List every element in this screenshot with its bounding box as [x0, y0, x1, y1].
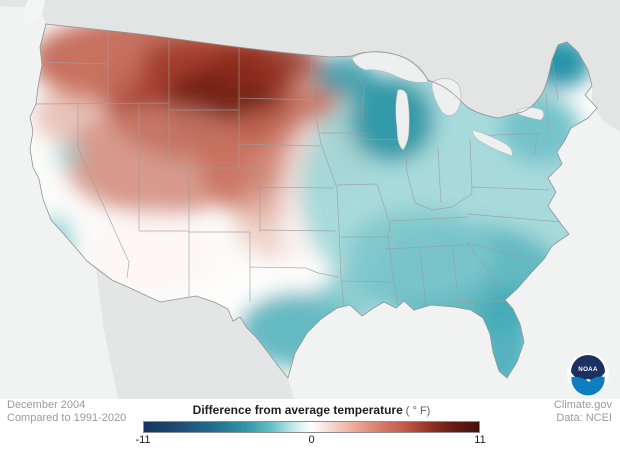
vancouver-island	[23, 0, 45, 24]
legend-title: Difference from average temperature( ° F…	[143, 403, 480, 417]
noaa-logo-text: NOAA	[578, 366, 598, 373]
attribution-source: Data: NCEI	[556, 412, 612, 424]
caption-period: December 2004	[7, 399, 86, 411]
noaa-logo: NOAA	[567, 353, 609, 396]
lake-erie	[471, 129, 513, 157]
anomaly-field	[30, 24, 597, 378]
lake-michigan	[395, 89, 410, 151]
state-borders	[35, 30, 562, 308]
tick-zero: 0	[308, 434, 315, 446]
attribution: Climate.gov Data: NCEI	[554, 399, 612, 425]
tick-max: 11	[474, 434, 486, 446]
noaa-globe-shape	[571, 376, 605, 396]
mexico-landmass	[96, 268, 294, 399]
legend-units: ( ° F)	[405, 405, 431, 417]
colorbar	[143, 421, 480, 433]
colorbar-ticks: -11 0 11	[135, 433, 485, 447]
us-outline	[29, 23, 598, 379]
tick-min: -11	[135, 434, 151, 446]
noaa-crest-shape	[571, 355, 605, 381]
great-lakes	[351, 51, 545, 157]
attribution-site: Climate.gov	[553, 399, 612, 411]
lake-huron	[431, 78, 462, 116]
colorbar-legend: Difference from average temperature( ° F…	[135, 403, 485, 447]
legend-title-text: Difference from average temperature	[192, 403, 403, 417]
map-caption: December 2004 Compared to 1991-2020	[7, 399, 126, 425]
us-anomaly-map: NOAA	[0, 0, 620, 399]
caption-baseline: Compared to 1991-2020	[7, 412, 127, 424]
lake-superior	[351, 51, 429, 83]
